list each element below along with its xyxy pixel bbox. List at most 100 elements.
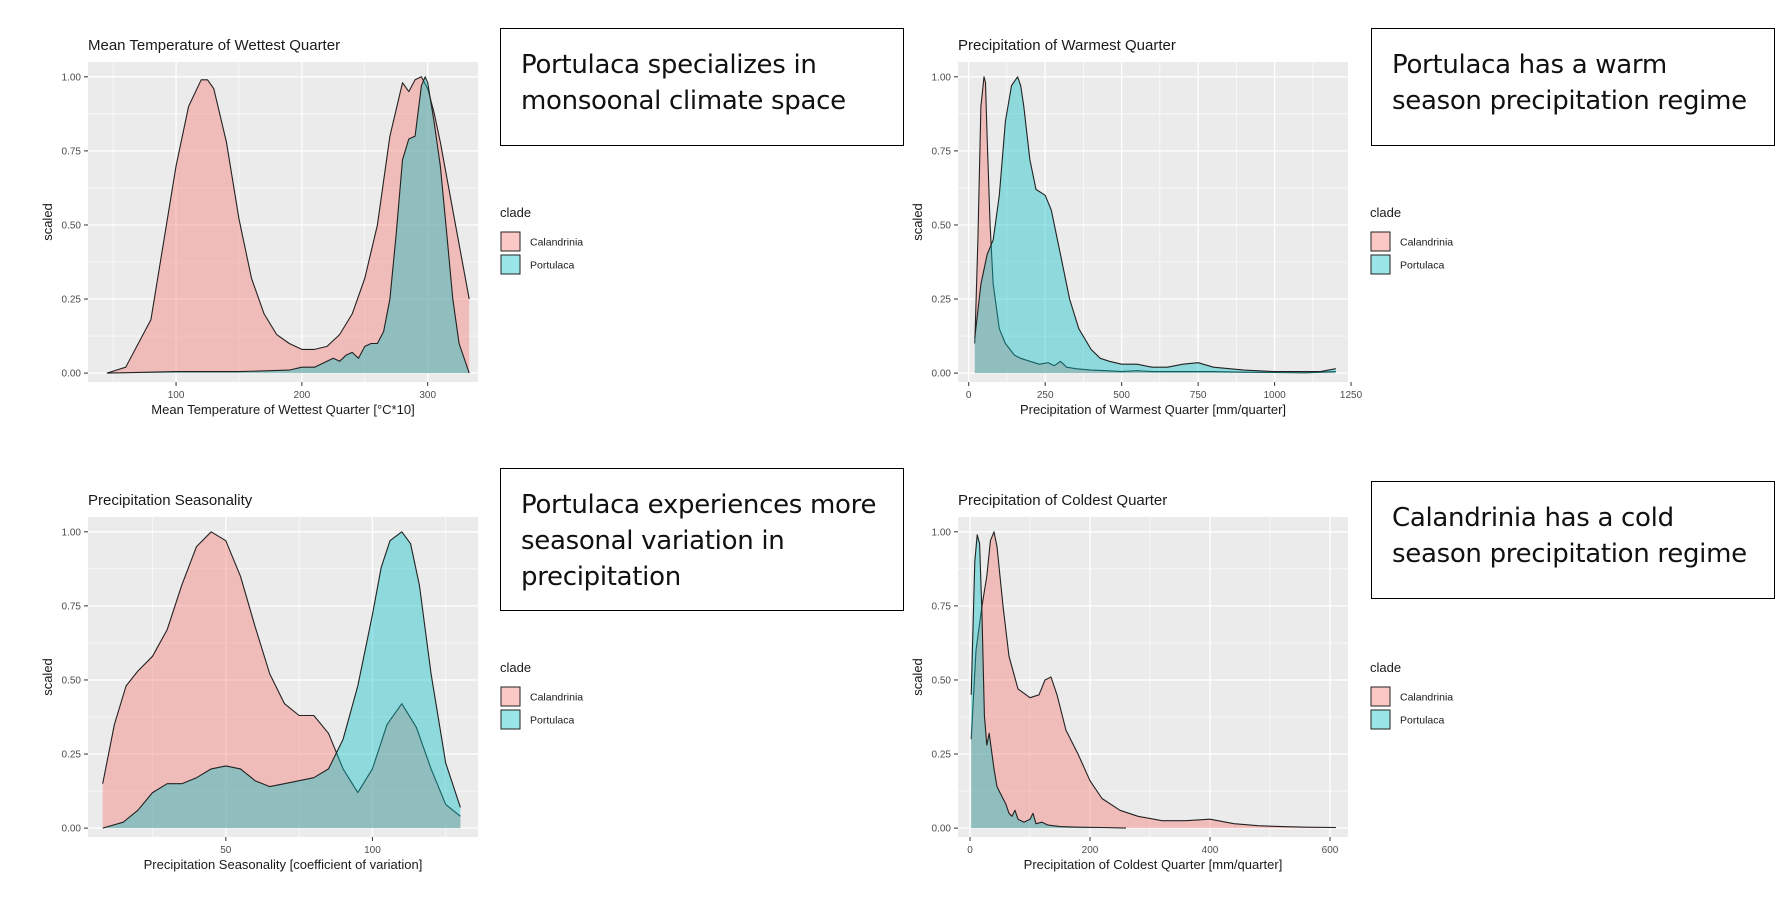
x-tick-label: 1000 — [1263, 390, 1286, 401]
density-area-calandrinia — [102, 531, 461, 829]
chart-title: Precipitation Seasonality — [88, 492, 253, 509]
density-chart-precip-seasonality: Precipitation Seasonality 0.00 0.25 0.50 0.7… — [40, 492, 583, 872]
x-axis-label: Precipitation Seasonality [coefficient o… — [144, 857, 423, 872]
y-axis-label: scaled — [910, 203, 925, 241]
legend-key-portulaca — [500, 709, 521, 730]
legend: clade Calandrinia Portulaca — [1370, 660, 1453, 730]
legend-key-calandrinia — [500, 231, 521, 252]
x-tick-label: 0 — [967, 845, 973, 856]
legend-label-portulaca: Portulaca — [1400, 715, 1445, 727]
grid — [88, 62, 478, 382]
y-axis-label: scaled — [910, 658, 925, 696]
y-tick-label: 1.00 — [62, 527, 82, 538]
density-chart-precip-warmest: Precipitation of Warmest Quarter 0.00 0.25… — [910, 37, 1453, 417]
y-tick-label: 0.00 — [62, 369, 82, 380]
density-line-portulaca — [106, 76, 470, 374]
note-text: Calandrinia has a cold season precipitat… — [1392, 503, 1747, 569]
y-tick-label: 0.75 — [62, 146, 82, 157]
density-area-calandrinia — [971, 531, 1336, 829]
x-tick-label: 300 — [419, 390, 436, 401]
x-tick-label: 500 — [1113, 390, 1130, 401]
density-area-portulaca — [102, 531, 461, 829]
density-line-calandrinia — [970, 531, 1337, 829]
chart-panel-precip-warmest: Precipitation of Warmest Quarter 0.00 0.25… — [870, 0, 1792, 455]
density-line-portulaca — [970, 534, 1127, 829]
y-axis-label: scaled — [40, 203, 55, 241]
y-tick-label: 0.00 — [932, 369, 952, 380]
x-tick-label: 50 — [220, 845, 232, 856]
legend-title: clade — [500, 205, 531, 220]
note-text: Portulaca specializes in monsoonal clima… — [521, 50, 846, 116]
y-tick-label: 1.00 — [932, 527, 952, 538]
y-tick-label: 0.50 — [932, 675, 952, 686]
y-tick-label: 0.75 — [932, 601, 952, 612]
plot-background — [958, 62, 1348, 382]
note-text: Portulaca has a warm season precipitatio… — [1392, 50, 1747, 116]
chart-title: Precipitation of Coldest Quarter — [958, 492, 1167, 509]
y-tick-label: 0.25 — [62, 750, 82, 761]
legend: clade Calandrinia Portulaca — [1370, 205, 1453, 275]
grid — [88, 517, 478, 837]
chart-panel-temperature-wettest: Mean Temperature of Wettest Quarter 0.00 0… — [0, 0, 900, 455]
x-tick-label: 400 — [1202, 845, 1219, 856]
grid — [958, 62, 1348, 382]
note-cold-season: Calandrinia has a cold season precipitat… — [1371, 481, 1775, 599]
chart-title: Mean Temperature of Wettest Quarter — [88, 37, 340, 54]
legend-label-portulaca: Portulaca — [530, 260, 575, 272]
plot-background — [958, 517, 1348, 837]
x-tick-label: 750 — [1190, 390, 1207, 401]
density-area-portulaca — [974, 76, 1336, 374]
density-area-portulaca — [971, 534, 1126, 829]
y-tick-label: 0.00 — [932, 824, 952, 835]
legend-key-portulaca — [500, 254, 521, 275]
x-tick-label: 600 — [1322, 845, 1339, 856]
density-area-portulaca — [106, 76, 470, 374]
legend-label-calandrinia: Calandrinia — [1400, 692, 1453, 704]
y-tick-label: 0.25 — [932, 295, 952, 306]
chart-panel-precip-seasonality: Precipitation Seasonality 0.00 0.25 0.50 0.7… — [0, 455, 900, 910]
x-tick-label: 0 — [966, 390, 972, 401]
y-tick-label: 0.00 — [62, 824, 82, 835]
legend-key-calandrinia — [1370, 686, 1391, 707]
note-seasonal-variation: Portulaca experiences more seasonal vari… — [500, 468, 904, 611]
x-tick-label: 250 — [1037, 390, 1054, 401]
y-tick-label: 0.50 — [932, 220, 952, 231]
chart-title: Precipitation of Warmest Quarter — [958, 37, 1176, 54]
density-chart-temperature-wettest: Mean Temperature of Wettest Quarter 0.00 0… — [40, 37, 583, 417]
density-line-portulaca — [102, 531, 461, 829]
density-area-calandrinia — [106, 76, 470, 374]
x-tick-label: 1250 — [1340, 390, 1363, 401]
y-tick-label: 1.00 — [932, 72, 952, 83]
density-chart-precip-coldest: Precipitation of Coldest Quarter 0.00 0.25… — [910, 492, 1453, 872]
legend-title: clade — [500, 660, 531, 675]
x-tick-label: 200 — [1082, 845, 1099, 856]
legend: clade Calandrinia Portulaca — [500, 660, 583, 730]
y-tick-label: 0.50 — [62, 220, 82, 231]
x-tick-label: 200 — [294, 390, 311, 401]
grid — [958, 517, 1348, 837]
note-text: Portulaca experiences more seasonal vari… — [521, 490, 877, 592]
y-tick-label: 0.75 — [62, 601, 82, 612]
note-warm-season: Portulaca has a warm season precipitatio… — [1371, 28, 1775, 146]
legend-key-calandrinia — [1370, 231, 1391, 252]
legend-key-portulaca — [1370, 254, 1391, 275]
density-line-calandrinia — [102, 531, 461, 817]
y-axis-label: scaled — [40, 658, 55, 696]
legend-key-portulaca — [1370, 709, 1391, 730]
x-tick-label: 100 — [168, 390, 185, 401]
note-monsoonal: Portulaca specializes in monsoonal clima… — [500, 28, 904, 146]
y-tick-label: 0.75 — [932, 146, 952, 157]
legend-label-portulaca: Portulaca — [530, 715, 575, 727]
plot-background — [88, 62, 478, 382]
legend-title: clade — [1370, 205, 1401, 220]
legend-key-calandrinia — [500, 686, 521, 707]
legend-label-calandrinia: Calandrinia — [530, 237, 583, 249]
y-tick-label: 0.50 — [62, 675, 82, 686]
x-tick-label: 100 — [364, 845, 381, 856]
density-line-calandrinia — [974, 76, 1336, 374]
x-axis-label: Mean Temperature of Wettest Quarter [°C*… — [151, 402, 414, 417]
y-tick-label: 1.00 — [62, 72, 82, 83]
x-axis-label: Precipitation of Coldest Quarter [mm/qua… — [1024, 857, 1283, 872]
x-axis-label: Precipitation of Warmest Quarter [mm/qua… — [1020, 402, 1286, 417]
chart-panel-precip-coldest: Precipitation of Coldest Quarter 0.00 0.25… — [870, 455, 1792, 910]
